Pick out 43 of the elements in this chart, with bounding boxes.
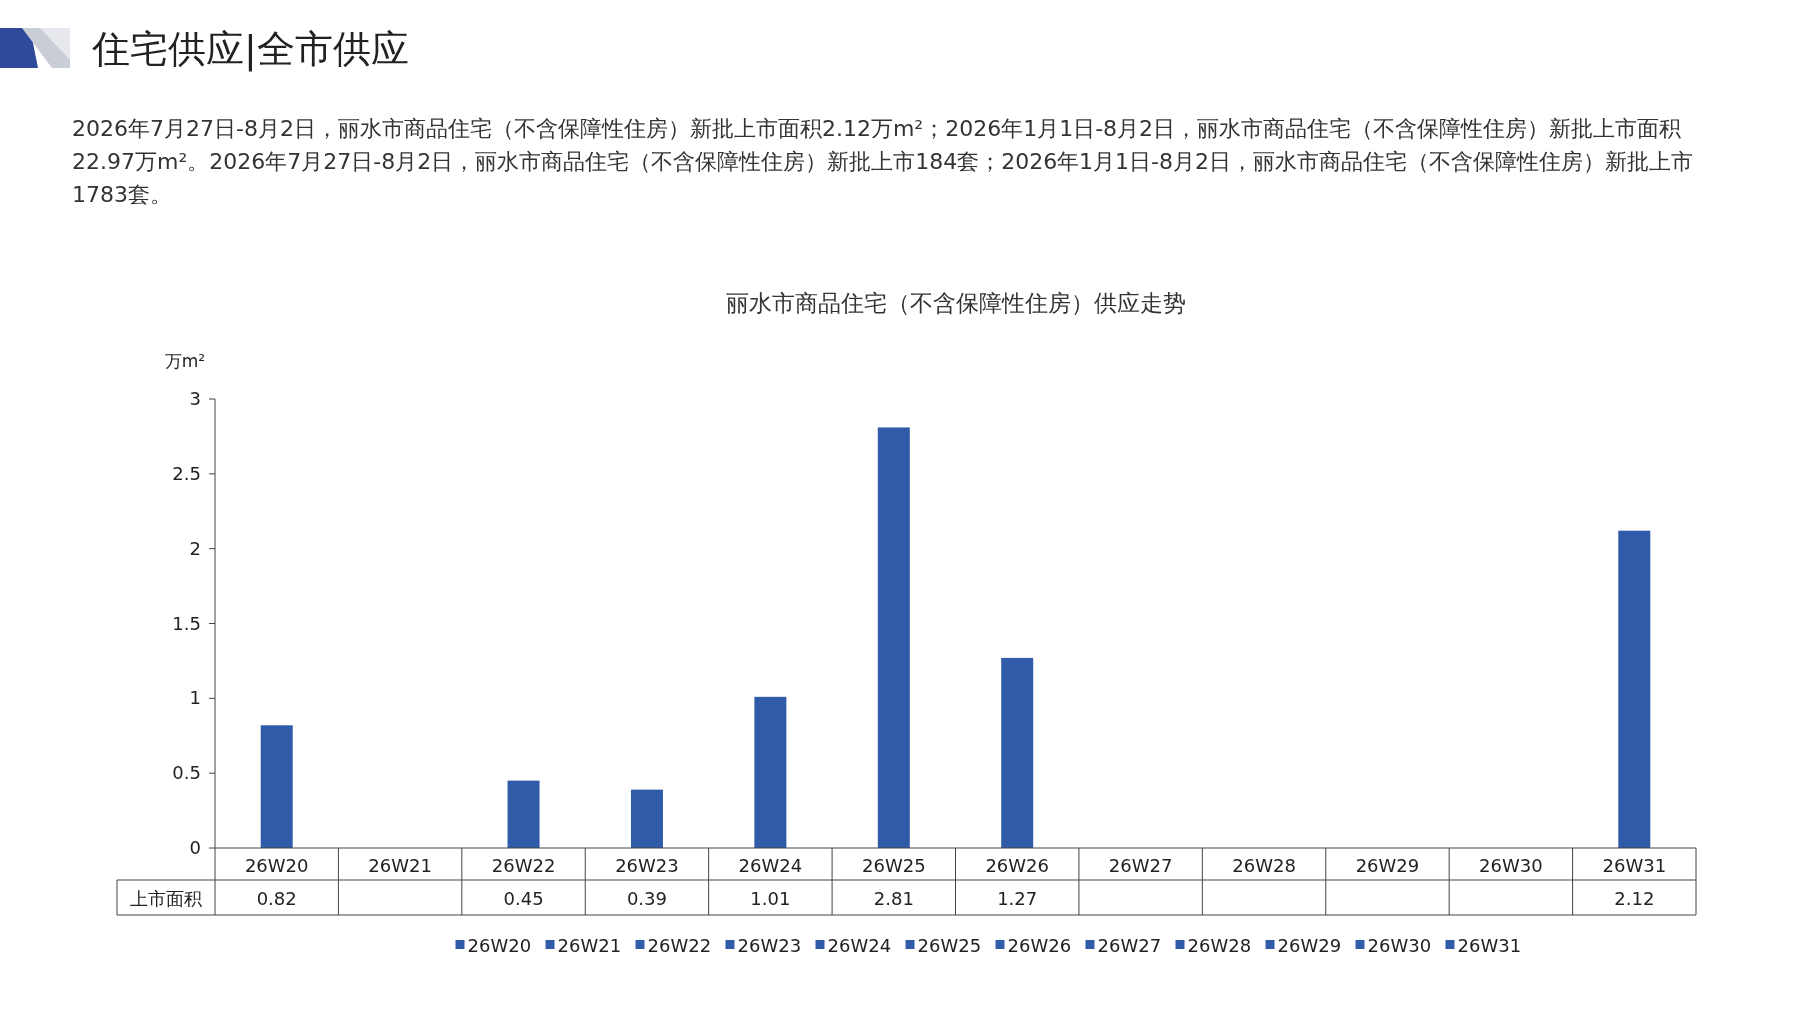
text: 上市面积: [130, 888, 202, 909]
x-tick-label: 26W28: [1232, 855, 1296, 876]
y-axis-title: 万m²: [164, 351, 206, 371]
y-tick-label: 2.5: [172, 462, 201, 484]
data-label: 1.01: [750, 888, 791, 909]
category-label: 26W24: [827, 935, 892, 956]
y-tick-label: 0.5: [172, 762, 201, 784]
x-tick-label: 26W30: [1479, 855, 1543, 876]
y-tick-label: 2: [189, 537, 201, 559]
x-tick-label: 26W29: [1355, 855, 1420, 876]
x-tick-label: 26W21: [368, 855, 432, 876]
x-tick-label: 26W27: [1108, 855, 1173, 876]
text: 2026年7月27日-8月2日，丽水市商品住宅（不含保障性住房）新批上市面积2.12万m²；2026年1月1日-8月2日，丽水市商品住宅（不含保障性住房）新批上市面积22.97万m²。2026年7月27日-8月2日，丽水市商品住宅（不含保障性住房）新批上市184套；2026年1月1日-8月2日，丽水市商品住宅（不含保障性住房）新批上市1783套。: [72, 115, 1695, 209]
data-label: 2.12: [1614, 888, 1655, 909]
chart-title: 丽水市商品住宅（不含保障性住房）供应走势: [725, 290, 1186, 316]
category-label: 26W25: [917, 935, 982, 956]
category-label: 26W20: [467, 935, 532, 956]
x-tick-label: 26W25: [861, 855, 926, 876]
category-label: 26W21: [557, 935, 622, 956]
category-label: 26W26: [1007, 935, 1072, 956]
category-label: 26W31: [1457, 935, 1522, 956]
category-label: 26W28: [1187, 935, 1252, 956]
x-tick-label: 26W22: [491, 855, 556, 876]
x-tick-label: 26W31: [1602, 855, 1667, 876]
data-label: 2.81: [873, 888, 914, 909]
text: 住宅供应|全市供应: [92, 26, 409, 74]
y-tick-label: 1: [189, 687, 201, 709]
data-label: 0.82: [256, 888, 297, 909]
category-label: 26W30: [1367, 935, 1432, 956]
x-tick-label: 26W24: [738, 855, 803, 876]
y-tick-label: 1.5: [172, 612, 201, 634]
data-label: 0.45: [503, 888, 544, 909]
x-tick-label: 26W20: [244, 855, 309, 876]
category-label: 26W27: [1097, 935, 1162, 956]
data-label: 1.27: [997, 888, 1038, 909]
category-label: 26W23: [737, 935, 802, 956]
category-label: 26W22: [647, 935, 712, 956]
y-tick-label: 0: [189, 837, 201, 858]
category-label: 26W29: [1277, 935, 1342, 956]
data-label: 0.39: [626, 888, 667, 909]
x-tick-label: 26W23: [615, 855, 679, 876]
y-tick-label: 3: [189, 388, 201, 409]
x-tick-label: 26W26: [985, 855, 1050, 876]
